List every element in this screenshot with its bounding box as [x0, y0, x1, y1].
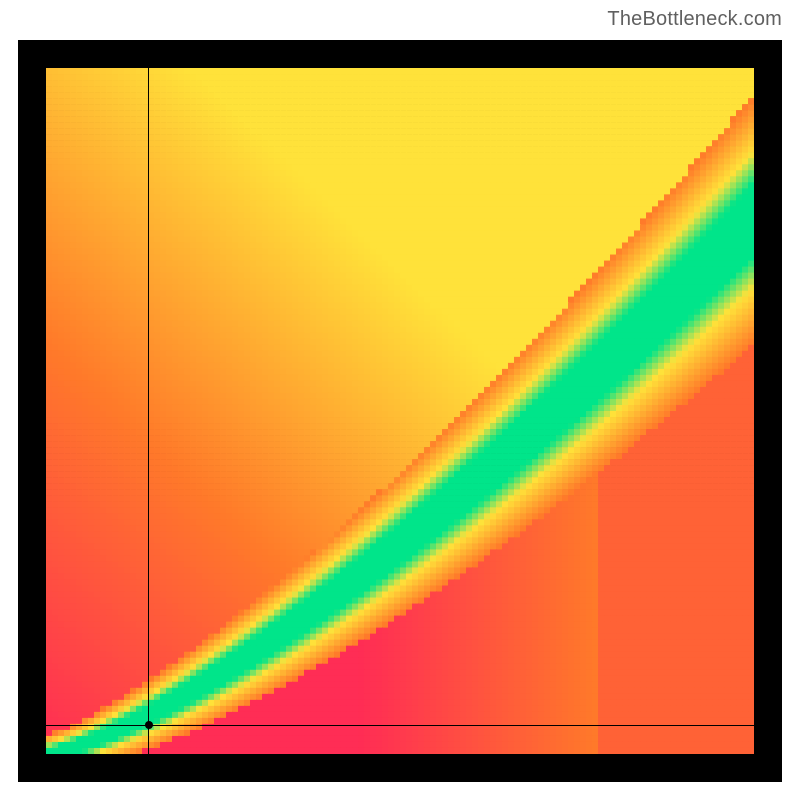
heatmap-canvas	[46, 68, 754, 754]
plot-area	[46, 68, 754, 754]
chart-container: TheBottleneck.com	[0, 0, 800, 800]
attribution-label: TheBottleneck.com	[607, 8, 782, 31]
crosshair-marker	[145, 721, 153, 729]
chart-frame	[18, 40, 782, 782]
crosshair-vertical	[148, 68, 149, 754]
